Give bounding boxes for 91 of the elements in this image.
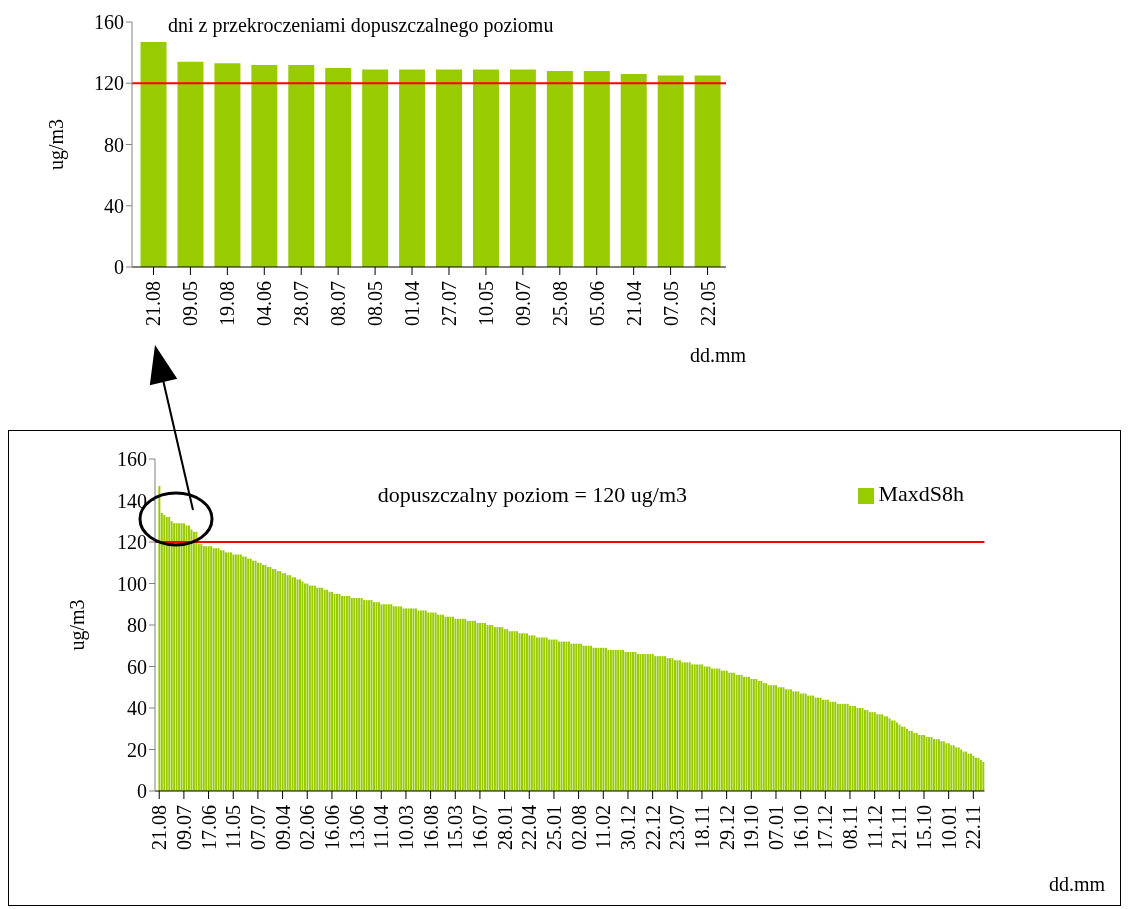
bar — [484, 622, 487, 791]
x-tick-label: 16.06 — [320, 805, 343, 850]
legend-label: MaxdS8h — [878, 481, 964, 506]
bar — [168, 517, 171, 791]
x-tick-label: 21.04 — [622, 281, 645, 326]
x-tick-label: 07.05 — [659, 281, 682, 326]
x-tick-label: 22.05 — [696, 281, 719, 326]
x-tick-label: 21.08 — [148, 805, 171, 850]
y-tick-label: 120 — [117, 531, 147, 554]
x-tick-label: 10.01 — [937, 805, 960, 850]
x-tick-label: 23.07 — [666, 805, 689, 850]
x-axis-title: dd.mm — [690, 344, 747, 367]
x-tick-label: 15.03 — [444, 805, 467, 850]
x-tick-label: 15.10 — [913, 805, 935, 850]
ref-line-label: dopuszczalny poziom = 120 ug/m3 — [377, 482, 688, 507]
x-tick-label: 28.07 — [290, 281, 313, 326]
x-tick-label: 17.06 — [197, 805, 220, 850]
bar — [854, 705, 857, 791]
bar — [933, 739, 935, 791]
x-tick-label: 13.06 — [345, 805, 368, 850]
x-tick-label: 08.07 — [327, 281, 350, 326]
bar — [276, 571, 279, 791]
x-tick-label: 22.12 — [641, 805, 664, 850]
x-tick-label: 21.11 — [888, 805, 911, 850]
bar — [755, 678, 758, 791]
x-tick-label: 01.04 — [401, 281, 424, 326]
y-tick-label: 20 — [127, 738, 147, 761]
y-tick-label: 160 — [117, 448, 147, 471]
x-tick-label: 09.07 — [511, 281, 534, 326]
x-tick-label: 11.05 — [222, 805, 245, 850]
x-tick-label: 10.05 — [474, 281, 497, 326]
x-tick-label: 19.08 — [216, 281, 239, 326]
y-tick-label: 40 — [104, 194, 124, 217]
x-tick-label: 18.11 — [690, 805, 713, 850]
x-tick-label: 25.08 — [548, 281, 571, 326]
y-tick-label: 80 — [104, 133, 124, 156]
bar — [896, 722, 898, 791]
x-tick-label: 11.04 — [370, 805, 393, 850]
bar — [274, 568, 277, 791]
x-tick-label: 10.03 — [394, 805, 417, 850]
x-tick-label: 22.04 — [518, 805, 541, 850]
bar — [195, 531, 198, 791]
bar — [350, 598, 353, 791]
bar — [636, 654, 639, 791]
y-tick-label: 40 — [127, 697, 147, 720]
bar — [158, 485, 161, 791]
y-tick-label: 100 — [117, 572, 147, 595]
bar — [348, 595, 351, 791]
x-tick-label: 02.06 — [296, 805, 319, 850]
x-tick-label: 22.11 — [962, 805, 985, 850]
bar — [373, 602, 375, 791]
x-tick-label: 08.11 — [838, 805, 861, 850]
bar — [982, 761, 985, 791]
x-tick-label: 04.06 — [253, 281, 276, 326]
x-tick-label: 16.08 — [419, 805, 442, 850]
x-tick-label: 29.12 — [715, 805, 738, 850]
y-tick-label: 140 — [117, 489, 147, 512]
x-tick-label: 16.07 — [468, 805, 491, 850]
x-tick-label: 11.12 — [863, 805, 886, 850]
x-tick-label: 17.12 — [814, 805, 837, 850]
y-tick-label: 120 — [94, 72, 124, 95]
x-tick-label: 21.08 — [142, 281, 165, 326]
x-tick-label: 07.01 — [764, 805, 787, 850]
x-tick-label: 30.12 — [616, 805, 639, 850]
y-tick-label: 0 — [114, 256, 124, 279]
x-tick-label: 25.01 — [542, 805, 565, 850]
bar — [925, 737, 928, 791]
y-tick-label: 80 — [127, 614, 147, 637]
x-tick-label: 27.07 — [437, 281, 460, 326]
x-tick-label: 05.06 — [585, 281, 608, 326]
x-tick-label: 19.10 — [740, 805, 763, 850]
y-tick-label: 0 — [137, 780, 147, 803]
y-axis-title: ug/m3 — [66, 599, 90, 651]
y-axis-title: ug/m3 — [45, 118, 69, 171]
bar — [410, 608, 412, 791]
bar — [923, 734, 926, 791]
chart-title: dni z przekroczeniami dopuszczalnego poziomu — [168, 14, 554, 37]
y-tick-label: 160 — [94, 11, 124, 34]
x-tick-label: 11.02 — [592, 805, 615, 850]
x-axis-title: dd.mm — [1049, 873, 1106, 896]
x-tick-label: 02.08 — [567, 805, 590, 850]
x-tick-label: 16.10 — [789, 805, 812, 850]
x-tick-label: 07.07 — [246, 805, 269, 850]
x-tick-label: 08.05 — [364, 281, 387, 326]
x-tick-label: 09.04 — [271, 805, 294, 850]
y-tick-label: 60 — [127, 655, 147, 678]
x-tick-label: 28.01 — [493, 805, 516, 850]
bar — [757, 681, 760, 791]
x-tick-label: 09.07 — [172, 805, 195, 850]
x-tick-label: 09.05 — [179, 281, 202, 326]
bar — [170, 521, 173, 791]
